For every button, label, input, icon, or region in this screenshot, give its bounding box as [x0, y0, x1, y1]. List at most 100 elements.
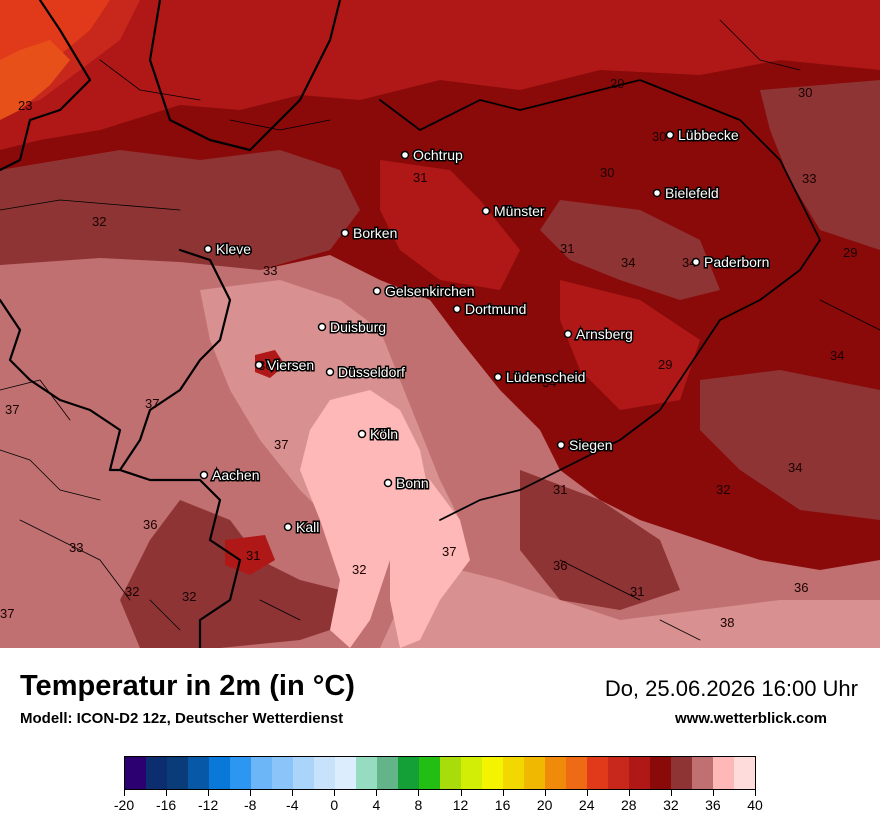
- city-2: Bielefeld: [652, 184, 720, 203]
- city-marker: [563, 329, 573, 339]
- colorbar-tick: [712, 790, 714, 796]
- temperature-map: 23 29 30 30 30 31 33 32 31 34 34 29 33 34 29 36 34 37 37 37…: [0, 0, 880, 648]
- city-label: Kall: [296, 519, 319, 535]
- colorbar-tick-label: -12: [198, 797, 219, 813]
- city-marker: [199, 470, 209, 480]
- isotherm-label: 32: [716, 482, 730, 497]
- colorbar-swatch: [629, 757, 650, 789]
- city-label: Borken: [353, 225, 397, 241]
- city-4: Borken: [340, 224, 399, 243]
- isotherm-label: 32: [92, 214, 106, 229]
- city-1: Lübbecke: [665, 126, 740, 145]
- region-28-viersen: [255, 350, 285, 378]
- isotherm-label: 34: [788, 460, 802, 475]
- colorbar-tick: [628, 790, 630, 796]
- colorbar-tick-label: 20: [536, 797, 553, 813]
- city-13: Lüdenscheid: [493, 368, 587, 387]
- region-32-southeast: [520, 470, 680, 610]
- map-footer: Temperatur in 2m (in °C) Modell: ICON-D2…: [0, 648, 880, 830]
- region-28-kall: [225, 535, 275, 575]
- colorbar-swatch: [230, 757, 251, 789]
- city-label: Ochtrup: [413, 147, 463, 163]
- colorbar-swatch: [272, 757, 293, 789]
- city-label: Kleve: [216, 241, 251, 257]
- colorbar-swatch: [482, 757, 503, 789]
- city-15: Siegen: [556, 436, 614, 455]
- region-32-east: [540, 200, 720, 300]
- colorbar-swatch: [713, 757, 734, 789]
- city-6: Paderborn: [691, 253, 771, 272]
- colorbar-swatch: [692, 757, 713, 789]
- colorbar-swatch: [188, 757, 209, 789]
- colorbar-tick: [292, 790, 294, 796]
- colorbar-swatch: [356, 757, 377, 789]
- colorbar-tick-label: 36: [705, 797, 721, 813]
- city-label: Paderborn: [704, 254, 769, 270]
- region-32-south: [120, 500, 360, 648]
- city-label: Siegen: [569, 437, 613, 453]
- region-28-north: [0, 0, 880, 150]
- city-14: Köln: [357, 425, 400, 444]
- isotherm-label: 36: [794, 580, 808, 595]
- colorbar-tick-label: 12: [452, 797, 469, 813]
- city-label: Duisburg: [330, 319, 386, 335]
- city-marker: [400, 150, 410, 160]
- colorbar-swatch: [650, 757, 671, 789]
- city-marker: [452, 304, 462, 314]
- region-22-northwest: [0, 40, 70, 120]
- model-info: Modell: ICON-D2 12z, Deutscher Wetterdie…: [20, 710, 344, 727]
- country-border-be: [0, 298, 122, 472]
- colorbar-tick: [460, 790, 462, 796]
- colorbar-tick: [544, 790, 546, 796]
- temperature-colorbar: [124, 756, 756, 790]
- colorbar-swatch: [314, 757, 335, 789]
- isotherm-label: 31: [413, 170, 427, 185]
- city-5: Kleve: [203, 240, 253, 259]
- isotherm-label: 32: [352, 562, 366, 577]
- isotherm-label: 34: [542, 375, 556, 390]
- region-28-arnsberg: [560, 280, 700, 410]
- city-marker: [383, 478, 393, 488]
- city-marker: [691, 257, 701, 267]
- colorbar-swatch: [398, 757, 419, 789]
- isotherm-label: 31: [246, 548, 260, 563]
- city-8: Dortmund: [452, 300, 528, 319]
- isotherm-label: 33: [263, 263, 277, 278]
- colorbar-tick-label: 0: [330, 797, 339, 813]
- colorbar-tick: [586, 790, 588, 796]
- region-32-east-lower: [700, 370, 880, 520]
- isotherm-label: 29: [610, 76, 624, 91]
- isotherm-label: 38: [720, 615, 734, 630]
- isotherm-label: 33: [802, 171, 816, 186]
- isotherm-label: 37: [442, 544, 456, 559]
- colorbar-swatch: [566, 757, 587, 789]
- city-3: Münster: [481, 202, 546, 221]
- colorbar-swatch: [524, 757, 545, 789]
- colorbar-ticks: -20 -16 -12 -8 -4 0 4 8 12 16 20 24 28 32 36 40: [114, 790, 763, 820]
- city-7: Gelsenkirchen: [372, 282, 476, 301]
- isotherm-label: 29: [658, 357, 672, 372]
- colorbar-tick-label: 16: [494, 797, 511, 813]
- city-11: Viersen: [254, 356, 316, 375]
- colorbar-tick: [418, 790, 420, 796]
- colorbar-tick-label: 28: [621, 797, 637, 813]
- city-12: Düsseldorf: [325, 363, 407, 382]
- colorbar-swatch: [671, 757, 692, 789]
- isotherm-label: 29: [843, 245, 857, 260]
- city-label: Münster: [494, 203, 545, 219]
- city-marker: [254, 360, 264, 370]
- colorbar-swatch: [503, 757, 524, 789]
- isotherm-label: 34: [621, 255, 635, 270]
- region-32-northeast: [760, 80, 880, 250]
- colorbar-swatch: [335, 757, 356, 789]
- colorbar-swatch: [293, 757, 314, 789]
- region-38-koeln: [300, 390, 430, 648]
- isotherm-label: 34: [830, 348, 844, 363]
- website-link[interactable]: www.wetterblick.com: [675, 710, 827, 727]
- colorbar-tick-label: -16: [155, 797, 177, 813]
- isotherm-label: 37: [145, 396, 159, 411]
- colorbar-tick: [250, 790, 252, 796]
- city-label: Lüdenscheid: [506, 369, 585, 385]
- colorbar-tick: [755, 790, 756, 796]
- isotherm-label: 36: [143, 517, 157, 532]
